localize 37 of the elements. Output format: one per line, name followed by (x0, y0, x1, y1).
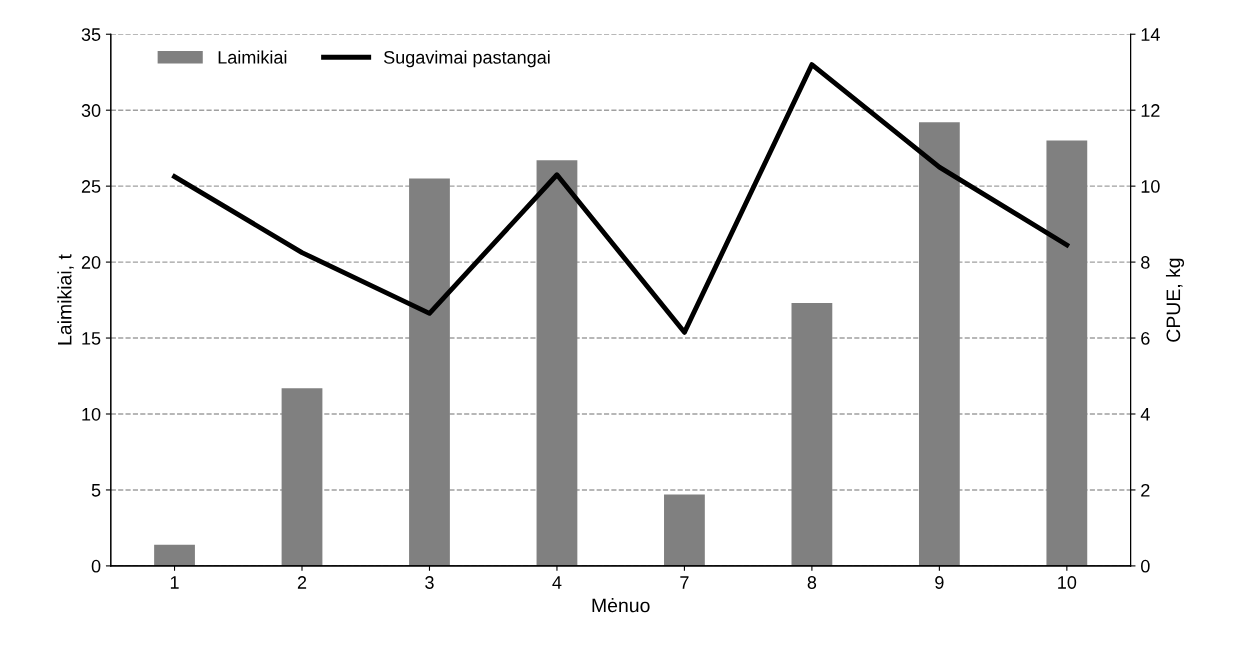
y-tick-label: 5 (91, 484, 101, 497)
x-tick-label: 2 (297, 576, 307, 589)
y2-axis-title: CPUE, kg (1165, 258, 1185, 342)
y-tick-label: 20 (81, 256, 101, 269)
bar (409, 178, 450, 566)
y2-tick-label: 4 (1140, 408, 1150, 421)
bar (1046, 140, 1088, 566)
y-tick-label: 0 (91, 559, 101, 573)
y-axis-title: Laimikiai, t (57, 254, 74, 345)
x-tick-label: 9 (935, 576, 944, 589)
y2-tick-label: 10 (1141, 180, 1160, 193)
legend-label: Sugavimai pastangai (383, 50, 550, 68)
y2-tick-label: 12 (1141, 104, 1160, 117)
bar (664, 494, 705, 566)
legend-label: Laimikiai (218, 50, 287, 64)
y-tick-label: 25 (81, 180, 101, 193)
y-tick-label: 30 (81, 104, 101, 117)
y2-tick-label: 8 (1141, 256, 1150, 269)
bar (791, 303, 833, 566)
bar (154, 544, 195, 566)
x-axis-title: Mėnuo (592, 598, 650, 613)
y2-tick-label: 0 (1141, 559, 1150, 573)
y-tick-label: 10 (82, 407, 101, 421)
x-tick-label: 10 (1058, 576, 1077, 589)
bar (281, 388, 323, 566)
bar (536, 160, 578, 566)
x-tick-label: 7 (680, 576, 689, 589)
y-tick-label: 15 (82, 332, 101, 345)
bar (918, 122, 960, 566)
x-tick-label: 3 (425, 576, 434, 589)
y2-tick-label: 6 (1141, 331, 1150, 345)
y2-tick-label: 14 (1141, 28, 1160, 41)
y-tick-label: 35 (81, 28, 101, 41)
y2-tick-label: 2 (1141, 483, 1150, 497)
x-tick-label: 4 (552, 576, 562, 589)
x-tick-label: 1 (170, 576, 179, 589)
x-tick-label: 8 (807, 576, 817, 589)
